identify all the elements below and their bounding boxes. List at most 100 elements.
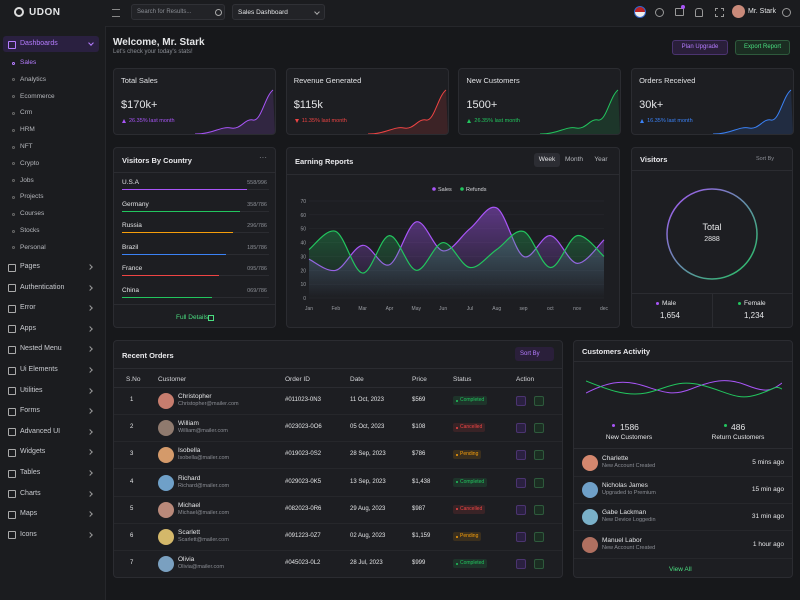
edit-button[interactable]	[516, 450, 526, 461]
download-button[interactable]	[534, 504, 544, 515]
search-box[interactable]: Search for Results...	[131, 4, 225, 20]
edit-button[interactable]	[516, 532, 526, 542]
download-button[interactable]	[534, 450, 544, 461]
nav-subitem[interactable]: Courses	[20, 210, 45, 218]
order-price: $786	[412, 451, 426, 458]
nav-subitem[interactable]: Analytics	[20, 75, 47, 83]
nav-item[interactable]: Forms	[20, 407, 40, 415]
welcome-title: Welcome, Mr. Stark	[113, 37, 205, 48]
sparkline	[195, 89, 275, 134]
menu-toggle[interactable]	[112, 9, 120, 17]
sparkline-area	[367, 90, 448, 134]
nav-subitem[interactable]: HRM	[20, 126, 35, 134]
nav-item[interactable]: Widgets	[20, 448, 46, 456]
trend-arrow	[467, 119, 472, 123]
nav-item[interactable]: Authentication	[20, 283, 65, 291]
nav-item[interactable]: Dashboards	[3, 36, 99, 52]
nav-item[interactable]: Utilities	[20, 386, 43, 394]
dashboard-select[interactable]: Sales Dashboard	[232, 4, 325, 20]
order-id: #082023-0R6	[285, 505, 322, 512]
x-tick-label: dec	[600, 306, 609, 312]
download-button[interactable]	[534, 396, 544, 406]
plan-upgrade-button[interactable]: Plan Upgrade	[672, 40, 728, 55]
full-details-link[interactable]: Full Details	[176, 314, 209, 321]
nav-item[interactable]: Apps	[20, 324, 36, 332]
view-all-link[interactable]: View All	[669, 566, 692, 573]
edit-button[interactable]	[516, 504, 526, 515]
nav-item[interactable]: Advanced UI	[20, 427, 61, 435]
nav-item[interactable]: Maps	[20, 510, 38, 518]
nav-item[interactable]: Tables	[20, 469, 41, 476]
download-button[interactable]	[534, 477, 544, 488]
feed-time: 5 mins ago	[752, 459, 784, 466]
visitors-by-country-card: Visitors By Country ··· Full Details U.S…	[113, 147, 276, 328]
edit-button[interactable]	[516, 396, 526, 406]
cart-icon[interactable]	[675, 8, 684, 16]
settings-icon[interactable]	[782, 8, 791, 17]
row-number: 4	[130, 478, 134, 485]
progress-bar	[122, 296, 212, 298]
line	[308, 230, 605, 274]
tab[interactable]: Week	[534, 153, 560, 167]
nav-item[interactable]: Ui Elements	[20, 366, 58, 373]
nav-item[interactable]: Pages	[20, 263, 40, 270]
nav-subitem[interactable]: Crypto	[20, 159, 40, 167]
edit-button[interactable]	[516, 559, 526, 570]
nav-icon	[8, 284, 16, 293]
nav-item[interactable]: Charts	[20, 489, 41, 497]
legend-dot	[724, 424, 727, 427]
progress-bar	[122, 210, 240, 212]
nav-icon	[8, 428, 16, 437]
total-label: Total	[702, 222, 722, 232]
sort-by-button[interactable]: Sort By	[756, 156, 775, 162]
fullscreen-icon[interactable]	[715, 8, 724, 17]
customer-name: William	[178, 420, 199, 428]
divider	[114, 304, 275, 305]
nav-subitem[interactable]: Projects	[20, 193, 44, 201]
row-divider	[574, 530, 792, 532]
y-tick-label: 70	[300, 199, 306, 205]
tab[interactable]: Month	[564, 156, 584, 163]
customer-avatar	[158, 556, 174, 573]
theme-icon[interactable]	[655, 8, 664, 17]
download-button[interactable]	[534, 423, 544, 434]
new-customers-label: New Customers	[605, 434, 653, 441]
user-avatar[interactable]	[732, 5, 745, 18]
order-id: #029023-0K5	[285, 478, 322, 485]
order-date: 05 Oct, 2023	[350, 424, 385, 431]
nav-subitem[interactable]: Crm	[20, 109, 33, 117]
nav-subitem[interactable]: Ecommerce	[20, 92, 55, 100]
tab[interactable]: Year	[594, 156, 608, 163]
nav-chevron	[87, 511, 93, 518]
nav-chevron	[87, 305, 93, 312]
order-id: #045023-0L2	[285, 560, 321, 567]
column-header: Price	[412, 376, 427, 383]
download-button[interactable]	[534, 559, 544, 570]
nav-subitem[interactable]: Jobs	[20, 176, 34, 184]
user-name[interactable]: Mr. Stark	[748, 8, 777, 15]
more-menu[interactable]: ···	[259, 153, 267, 162]
country-name: France	[122, 265, 143, 272]
edit-button[interactable]	[516, 423, 526, 434]
notification-icon[interactable]	[695, 8, 703, 17]
stat-change: 11.35% last month	[301, 118, 347, 124]
status-dot	[456, 562, 458, 565]
nav-subitem[interactable]: Stocks	[20, 227, 40, 234]
nav-item[interactable]: Error	[20, 304, 36, 312]
country-name: Germany	[122, 200, 149, 208]
status-badge: Completed	[453, 559, 488, 569]
language-flag[interactable]	[634, 6, 646, 18]
nav-subitem[interactable]: Sales	[20, 59, 37, 66]
y-tick-label: 60	[300, 213, 306, 219]
edit-button[interactable]	[516, 477, 526, 488]
sort-by-button[interactable]: Sort By	[515, 347, 554, 361]
nav-item[interactable]: Nested Menu	[20, 345, 62, 353]
nav-label: Dashboards	[20, 40, 58, 47]
feed-avatar	[582, 482, 598, 499]
nav-subitem[interactable]: NFT	[20, 143, 33, 150]
nav-item[interactable]: Icons	[20, 530, 37, 538]
area	[309, 230, 604, 298]
download-button[interactable]	[534, 532, 544, 542]
nav-subitem[interactable]: Personal	[20, 243, 46, 251]
export-report-button[interactable]: Export Report	[735, 40, 790, 55]
